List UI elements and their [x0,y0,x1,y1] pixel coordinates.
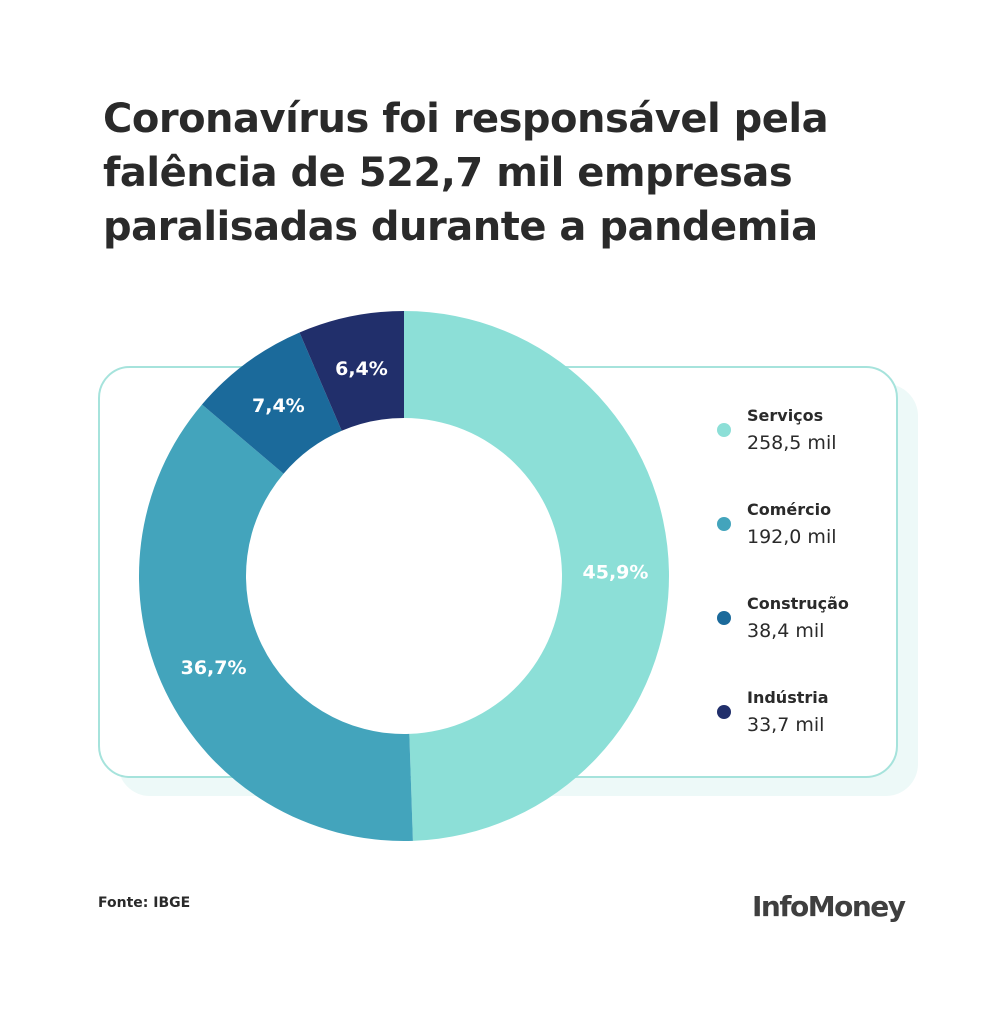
legend-swatch-comercio [717,517,731,531]
legend-item-construcao: Construção 38,4 mil [715,594,885,688]
donut-slice-servicos [404,311,670,841]
slice-label-servicos: 45,9% [583,561,649,583]
legend-value-servicos: 258,5 mil [747,432,837,454]
legend-item-servicos: Serviços 258,5 mil [715,406,885,500]
slice-label-industria: 6,4% [335,358,388,380]
legend-value-construcao: 38,4 mil [747,620,825,642]
chart-title-line-3: paralisadas durante a pandemia [103,204,818,250]
legend-label-industria: Indústria [747,688,829,707]
source-note: Fonte: IBGE [98,895,191,911]
legend-label-comercio: Comércio [747,500,832,519]
legend-swatch-servicos [717,423,731,437]
legend-label-servicos: Serviços [747,406,824,425]
slice-label-comercio: 36,7% [181,657,247,679]
legend-value-industria: 33,7 mil [747,714,825,736]
donut-slice-construcao [201,332,342,474]
chart-title-line-2: falência de 522,7 mil empresas [103,150,793,196]
chart-title-line-1: Coronavírus foi responsável pela [103,96,829,142]
legend-swatch-construcao [717,611,731,625]
donut-slice-comercio [138,404,413,841]
legend-value-comercio: 192,0 mil [747,526,837,548]
slice-label-construcao: 7,4% [252,395,305,417]
chart-title: Coronavírus foi responsável pela falênci… [103,92,923,254]
legend-swatch-industria [717,705,731,719]
legend-item-industria: Indústria 33,7 mil [715,688,885,782]
legend-label-construcao: Construção [747,594,849,613]
donut-slice-industria [299,311,404,431]
legend-item-comercio: Comércio 192,0 mil [715,500,885,594]
chart-legend: Serviços 258,5 mil Comércio 192,0 mil Co… [715,406,885,782]
infomoney-logo: InfoMoney [752,890,906,923]
